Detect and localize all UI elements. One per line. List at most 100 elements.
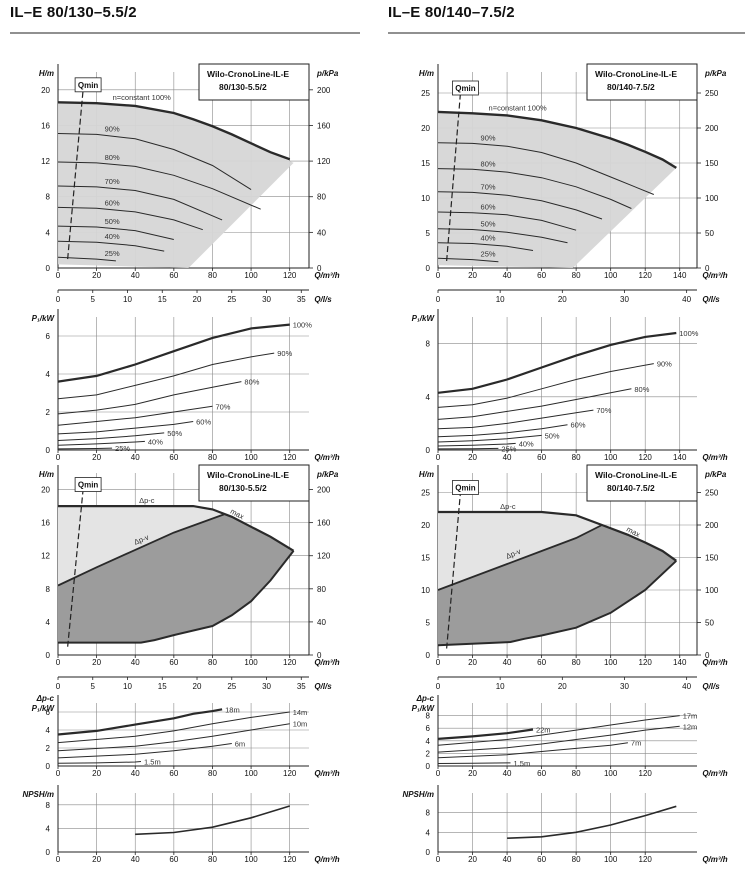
l_hq-curve-4 [57, 206, 203, 231]
r_p1-curve-5 [437, 434, 542, 443]
r_p1-x-tick-label: 80 [572, 453, 581, 462]
l_npsh-curve-0 [135, 805, 290, 836]
l_hq-curve-label-1: 90% [105, 124, 120, 133]
r_hq2-y-tick-label: 5 [426, 619, 431, 628]
r_p2-y-tick-label: 8 [426, 712, 431, 721]
r_hq-right-tick-label: 100 [705, 194, 719, 203]
r_hq-curve-2 [437, 168, 632, 209]
l_p1-x-tick-label: 60 [169, 453, 178, 462]
r_p2-x-tick-label: 120 [639, 769, 653, 778]
l_hq-x2-axis-title: Q/l/s [314, 295, 332, 304]
l_p2-y-tick-label: 4 [46, 726, 51, 735]
r_hq2-x2-tick-label: 10 [496, 682, 505, 691]
l_p1-curve-4 [57, 421, 194, 435]
r_hq2-right-tick-label: 50 [705, 619, 714, 628]
l_p2-curve-label-2: 10m [293, 720, 308, 729]
r_hq2-y-axis-title: H/m [419, 470, 434, 479]
l_p1-curve-5 [57, 432, 165, 441]
l_p1-curve-label-0: 100% [293, 321, 313, 330]
l_hq-x2-tick-label: 0 [56, 295, 61, 304]
l_hq2-lower-curve [58, 550, 295, 644]
r_npsh-x-tick-label: 120 [639, 855, 653, 864]
l_hq2-right-tick-label: 200 [317, 486, 331, 495]
r_p2-curve-3 [437, 742, 628, 759]
l_npsh-x-tick-label: 120 [283, 855, 297, 864]
l_p1-curve-label-6: 40% [148, 437, 163, 446]
l_p2-x-tick-label: 80 [208, 769, 217, 778]
l_hq-curve-6 [57, 240, 165, 252]
l_hq-x-tick-label: 20 [92, 271, 101, 280]
r_p1-x-tick-label: 100 [604, 453, 618, 462]
l_npsh-y-tick-label: 8 [46, 801, 51, 810]
l_p2-chart: 0 20 40 60 80 100 120 Q/m³/h 0 2 4 6 Δp-cP₁/kW 18m 14m… [32, 694, 340, 778]
r_hq-curve-6 [437, 242, 534, 251]
l_npsh-x-tick-label: 100 [244, 855, 258, 864]
l_hq2-y-tick-label: 0 [46, 651, 51, 660]
r_hq-y-tick-label: 5 [426, 229, 431, 238]
r_p1-curve-label-5: 50% [545, 431, 560, 440]
l_hq2-x-tick-label: 60 [169, 658, 178, 667]
r_p1-curve-label-7: 25% [501, 444, 516, 453]
r_p2-x-axis-title: Q/m³/h [702, 769, 727, 778]
r_hq2-x-tick-label: 100 [604, 658, 618, 667]
r_p1-x-axis-title: Q/m³/h [702, 453, 727, 462]
l_p2-x-tick-label: 40 [131, 769, 140, 778]
l_p1-curve-1 [57, 352, 275, 400]
r_p1-curve-1 [437, 363, 654, 408]
l_hq-x2-tick-label: 20 [193, 295, 202, 304]
l_hq-right-tick-label: 80 [317, 193, 326, 202]
l_hq2-x-tick-label: 0 [56, 658, 61, 667]
l_p2-curve-3 [57, 743, 232, 759]
l_p1-curve-7 [57, 447, 113, 450]
l_hq2-chart: 0 20 40 60 80 100 120 Q/m³/h048121620H/m0408012… [39, 464, 340, 691]
r_hq2-legend-line-2: 80/140-7.5/2 [607, 483, 655, 493]
l_p1-x-tick-label: 100 [244, 453, 258, 462]
l_hq-qmin-line [67, 89, 84, 260]
l_hq-y-tick-label: 4 [46, 228, 51, 237]
r_hq2-right-tick-label: 0 [705, 651, 710, 660]
r_hq2-dpv-field [438, 525, 677, 646]
l_p1-y-tick-label: 6 [46, 332, 51, 341]
l_hq2-dpv-curve [57, 513, 225, 587]
r_p2-y-axis-title: P₁/kW [412, 704, 436, 713]
r_p2-x-tick-label: 40 [503, 769, 512, 778]
l_npsh-x-tick-label: 60 [169, 855, 178, 864]
l_hq-curve-2 [57, 161, 261, 210]
l_p2-y-tick-label: 2 [46, 744, 51, 753]
l_hq-legend-line-1: Wilo-CronoLine-IL-E [207, 69, 289, 79]
l_hq2-qmin-line [67, 489, 84, 647]
l_hq-curve-0 [57, 101, 291, 161]
l_hq2-qmin-box [74, 477, 102, 492]
l_p1-curve-2 [57, 381, 242, 415]
r_hq2-legend-line-1: Wilo-CronoLine-IL-E [595, 470, 677, 480]
r_hq-y-tick-label: 0 [426, 264, 431, 273]
l_hq-x2-tick-label: 5 [91, 295, 96, 304]
l_hq-y-tick-label: 20 [41, 86, 50, 95]
l_hq-x2-tick-label: 15 [158, 295, 167, 304]
l_hq-curve-label-7: 25% [105, 249, 120, 258]
r_hq-curve-4 [437, 211, 577, 231]
r_npsh-x-tick-label: 40 [503, 855, 512, 864]
r_hq2-right-tick-label: 150 [705, 554, 719, 563]
r_p1-curve-6 [437, 442, 516, 447]
l_p2-x-tick-label: 100 [244, 769, 258, 778]
l_hq-right-tick-label: 200 [317, 86, 331, 95]
l_hq2-x-tick-label: 40 [131, 658, 140, 667]
r_p2-y-tick-label: 0 [426, 762, 431, 771]
l_hq2-right-tick-label: 160 [317, 519, 331, 528]
l_npsh-x-axis-title: Q/m³/h [314, 855, 339, 864]
l_hq-right-tick-label: 0 [317, 264, 322, 273]
r_p2-curve-label-0: 22m [536, 725, 551, 734]
l_p2-y-tick-label: 0 [46, 762, 51, 771]
l_npsh-x-tick-label: 20 [92, 855, 101, 864]
l_hq2-y-tick-label: 20 [41, 486, 50, 495]
l_hq2-y-axis-title: H/m [39, 470, 54, 479]
r_p1-x-tick-label: 60 [537, 453, 546, 462]
l_hq-curve-label-6: 40% [105, 232, 120, 241]
l_hq-curve-label-2: 80% [105, 153, 120, 162]
l_p1-y-axis-title: P₁/kW [32, 314, 56, 323]
l_hq2-x2-tick-label: 15 [158, 682, 167, 691]
right-pump-title: IL–E 80/140–7.5/2 [388, 4, 515, 21]
l_hq2-dpc-label: Δp-c [139, 496, 155, 505]
